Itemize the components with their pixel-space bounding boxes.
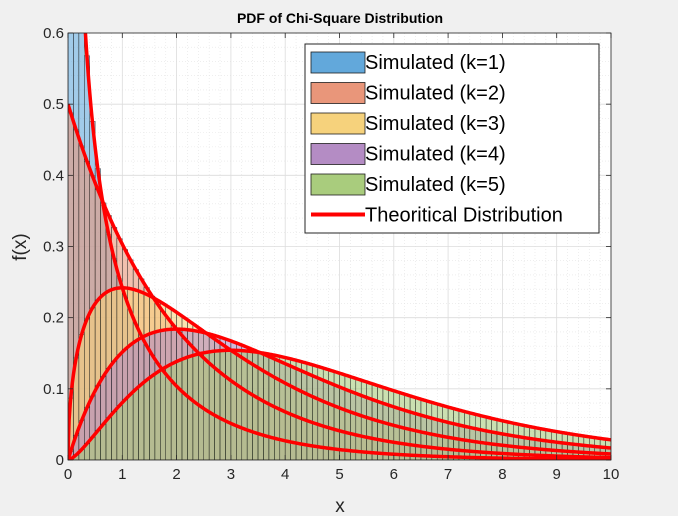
legend-item: Simulated (k=5) xyxy=(310,173,506,196)
histogram-bar xyxy=(355,379,362,460)
y-tick-label: 0.5 xyxy=(43,96,64,113)
legend-label: Simulated (k=1) xyxy=(365,52,506,74)
histogram-bar xyxy=(111,411,118,460)
y-tick-label: 0.4 xyxy=(43,167,64,184)
x-tick-label: 5 xyxy=(335,466,343,483)
histogram-bar xyxy=(176,360,183,460)
histogram-bar xyxy=(453,409,460,460)
x-tick-label: 6 xyxy=(390,466,398,483)
y-tick-label: 0.2 xyxy=(43,310,64,327)
theoretical-curve-k3 xyxy=(68,286,611,456)
legend-swatch xyxy=(310,82,366,104)
histogram-bar xyxy=(246,351,253,460)
x-tick-label: 3 xyxy=(227,466,235,483)
legend-label: Simulated (k=5) xyxy=(365,174,506,196)
legend-item: Simulated (k=1) xyxy=(310,51,506,74)
histogram-bar xyxy=(160,368,166,460)
legend-item: Simulated (k=3) xyxy=(310,112,506,135)
legend-label: Simulated (k=2) xyxy=(365,83,506,105)
chart-title: PDF of Chi-Square Distribution xyxy=(237,10,443,26)
x-tick-label: 8 xyxy=(498,466,506,483)
histogram-bar xyxy=(420,399,427,460)
y-tick-label: 0.6 xyxy=(43,25,64,42)
x-tick-label: 1 xyxy=(118,466,126,483)
histogram-bar xyxy=(431,402,438,460)
theoretical-curve-k2 xyxy=(68,102,611,460)
legend-item: Theoritical Distribution xyxy=(311,205,563,227)
histogram-bar xyxy=(187,356,194,460)
legend-box xyxy=(304,43,600,234)
histogram-bar xyxy=(458,410,465,460)
histogram-bar xyxy=(290,359,297,460)
y-tick-label: 0.1 xyxy=(43,381,64,398)
histogram-bar xyxy=(132,388,139,460)
histogram-bar xyxy=(360,380,367,460)
histogram-bar xyxy=(219,350,226,460)
x-tick-labels: 0 1 2 3 4 5 6 7 8 9 10 xyxy=(64,466,620,483)
histogram-bar xyxy=(127,394,134,460)
legend-label: Theoritical Distribution xyxy=(365,205,563,227)
legend-label: Simulated (k=4) xyxy=(365,144,506,166)
histogram-bar xyxy=(105,417,112,460)
histogram-bar xyxy=(100,423,107,460)
x-tick-label: 9 xyxy=(553,466,561,483)
histogram-bar xyxy=(426,401,433,460)
histogram-bar xyxy=(149,375,156,460)
y-tick-labels: 0 0.1 0.2 0.3 0.4 0.5 0.6 xyxy=(43,25,64,469)
axis-ticks xyxy=(67,32,612,461)
histogram-bar xyxy=(122,399,128,460)
histogram-bar xyxy=(442,406,449,460)
histogram-bar xyxy=(116,405,123,460)
y-tick-label: 0 xyxy=(56,452,64,469)
legend-swatch xyxy=(310,173,366,196)
x-axis-label: x xyxy=(335,496,345,516)
histogram-bar xyxy=(203,352,210,460)
x-tick-label: 10 xyxy=(603,466,620,483)
y-axis-label: f(x) xyxy=(10,233,31,260)
theoretical-curve-k5 xyxy=(68,348,611,460)
histogram-bar xyxy=(154,371,161,460)
histogram-bar xyxy=(284,357,291,460)
legend-item: Simulated (k=2) xyxy=(310,82,506,105)
x-tick-label: 7 xyxy=(444,466,452,483)
legend: Simulated (k=1) Simulated (k=2) Simulated … xyxy=(304,43,600,234)
histogram-bar xyxy=(143,379,150,460)
histogram-bar xyxy=(225,350,232,460)
legend-swatch xyxy=(310,143,366,165)
histogram-bar xyxy=(447,407,454,460)
legend-swatch xyxy=(310,112,366,135)
x-tick-label: 2 xyxy=(172,466,180,483)
x-tick-label: 4 xyxy=(281,466,289,483)
histogram-bar xyxy=(236,350,243,460)
theoretical-curves xyxy=(68,33,611,460)
histogram-bar xyxy=(241,350,248,460)
y-tick-label: 0.3 xyxy=(43,239,64,256)
histogram-bar xyxy=(138,384,145,460)
x-tick-label: 0 xyxy=(64,466,72,483)
legend-item: Simulated (k=4) xyxy=(310,143,506,166)
histogram-bar xyxy=(230,350,237,460)
theoretical-curve-k4 xyxy=(68,327,611,460)
histogram-bar xyxy=(366,382,373,460)
histogram-bar xyxy=(170,362,177,460)
histogram-bar xyxy=(192,354,199,460)
legend-label: Simulated (k=3) xyxy=(365,113,506,135)
histogram-bar xyxy=(181,357,188,460)
histogram-bar xyxy=(436,404,443,460)
legend-swatch xyxy=(310,51,366,74)
